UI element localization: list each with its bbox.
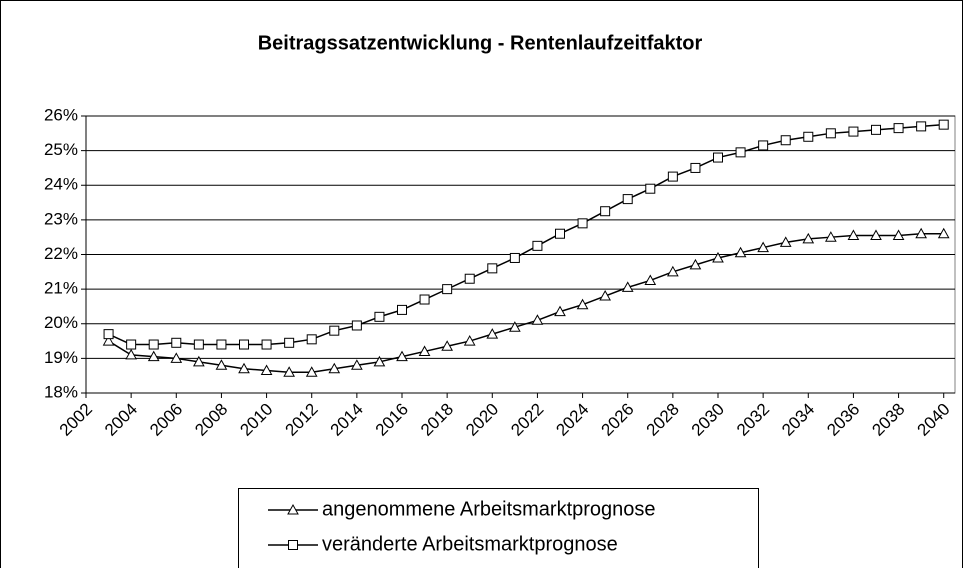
- point-marker: [555, 228, 565, 239]
- point-marker: [825, 231, 837, 242]
- point-marker: [780, 135, 791, 146]
- point-marker: [260, 364, 273, 375]
- point-marker: [599, 290, 611, 301]
- point-marker: [216, 339, 227, 350]
- legend-label: angenommene Arbeitsmarktprognose: [322, 498, 656, 520]
- point-marker: [329, 325, 340, 336]
- point-marker: [351, 359, 363, 370]
- point-marker: [825, 128, 836, 139]
- point-marker: [126, 339, 137, 350]
- legend-marker: [287, 503, 299, 515]
- point-marker: [419, 294, 430, 305]
- chart-title: Beitragssatzentwicklung - Rentenlaufzeit…: [258, 32, 703, 54]
- point-marker: [305, 366, 318, 377]
- y-tick-label: 21%: [44, 279, 78, 298]
- y-tick-label: 19%: [44, 348, 78, 367]
- point-marker: [712, 251, 724, 263]
- point-marker: [667, 265, 679, 277]
- point-marker: [915, 227, 927, 239]
- point-marker: [871, 124, 881, 135]
- point-marker: [938, 119, 949, 130]
- point-marker: [645, 183, 656, 194]
- point-marker: [148, 339, 159, 350]
- y-tick-label: 25%: [44, 140, 78, 159]
- point-marker: [373, 355, 386, 367]
- y-tick-label: 20%: [44, 313, 78, 332]
- legend-box: [238, 488, 759, 568]
- point-marker: [464, 273, 475, 284]
- point-marker: [170, 352, 183, 363]
- point-marker: [848, 126, 859, 137]
- y-tick-label: 24%: [44, 175, 78, 194]
- point-marker: [600, 206, 611, 217]
- point-marker: [486, 328, 499, 339]
- point-marker: [532, 240, 543, 251]
- point-marker: [396, 350, 408, 362]
- y-tick-label: 23%: [44, 209, 78, 228]
- point-marker: [239, 339, 249, 350]
- point-marker: [757, 241, 769, 253]
- legend-marker: [288, 540, 298, 550]
- point-marker: [463, 335, 476, 346]
- point-marker: [418, 345, 431, 356]
- point-marker: [802, 232, 815, 244]
- y-tick-label: 18%: [44, 382, 78, 401]
- point-marker: [554, 305, 566, 317]
- point-marker: [125, 348, 137, 360]
- point-marker: [667, 171, 678, 182]
- point-marker: [306, 334, 317, 345]
- point-marker: [103, 329, 114, 340]
- series-line: [108, 232, 944, 373]
- point-marker: [892, 229, 905, 240]
- point-marker: [803, 131, 814, 142]
- point-marker: [735, 147, 746, 158]
- point-marker: [193, 339, 204, 350]
- point-marker: [577, 218, 588, 229]
- point-marker: [622, 194, 633, 205]
- point-marker: [351, 320, 362, 331]
- point-marker: [374, 311, 385, 322]
- point-marker: [283, 366, 295, 377]
- point-marker: [734, 246, 747, 258]
- point-marker: [171, 337, 182, 348]
- point-marker: [509, 252, 520, 263]
- y-tick-label: 26%: [44, 105, 78, 124]
- point-marker: [644, 274, 657, 285]
- point-marker: [509, 321, 521, 332]
- y-tick-label: 22%: [44, 244, 78, 263]
- point-marker: [397, 304, 407, 315]
- point-marker: [531, 314, 544, 325]
- point-marker: [779, 236, 792, 247]
- point-marker: [916, 121, 927, 132]
- point-marker: [284, 337, 295, 348]
- point-marker: [238, 362, 250, 374]
- point-marker: [937, 227, 950, 239]
- point-marker: [576, 298, 589, 310]
- point-marker: [487, 263, 498, 274]
- point-marker: [442, 284, 453, 295]
- point-marker: [441, 340, 453, 351]
- point-marker: [147, 350, 160, 362]
- point-marker: [713, 152, 723, 163]
- point-marker: [102, 335, 115, 346]
- point-marker: [847, 229, 860, 240]
- point-marker: [215, 359, 228, 370]
- point-marker: [690, 162, 701, 173]
- point-marker: [893, 123, 904, 134]
- point-marker: [689, 258, 702, 270]
- point-marker: [870, 229, 882, 240]
- point-marker: [621, 281, 634, 292]
- point-marker: [261, 339, 272, 350]
- point-marker: [758, 140, 769, 151]
- point-marker: [328, 362, 341, 374]
- legend-label: veränderte Arbeitsmarktprognose: [322, 533, 618, 555]
- point-marker: [193, 355, 205, 367]
